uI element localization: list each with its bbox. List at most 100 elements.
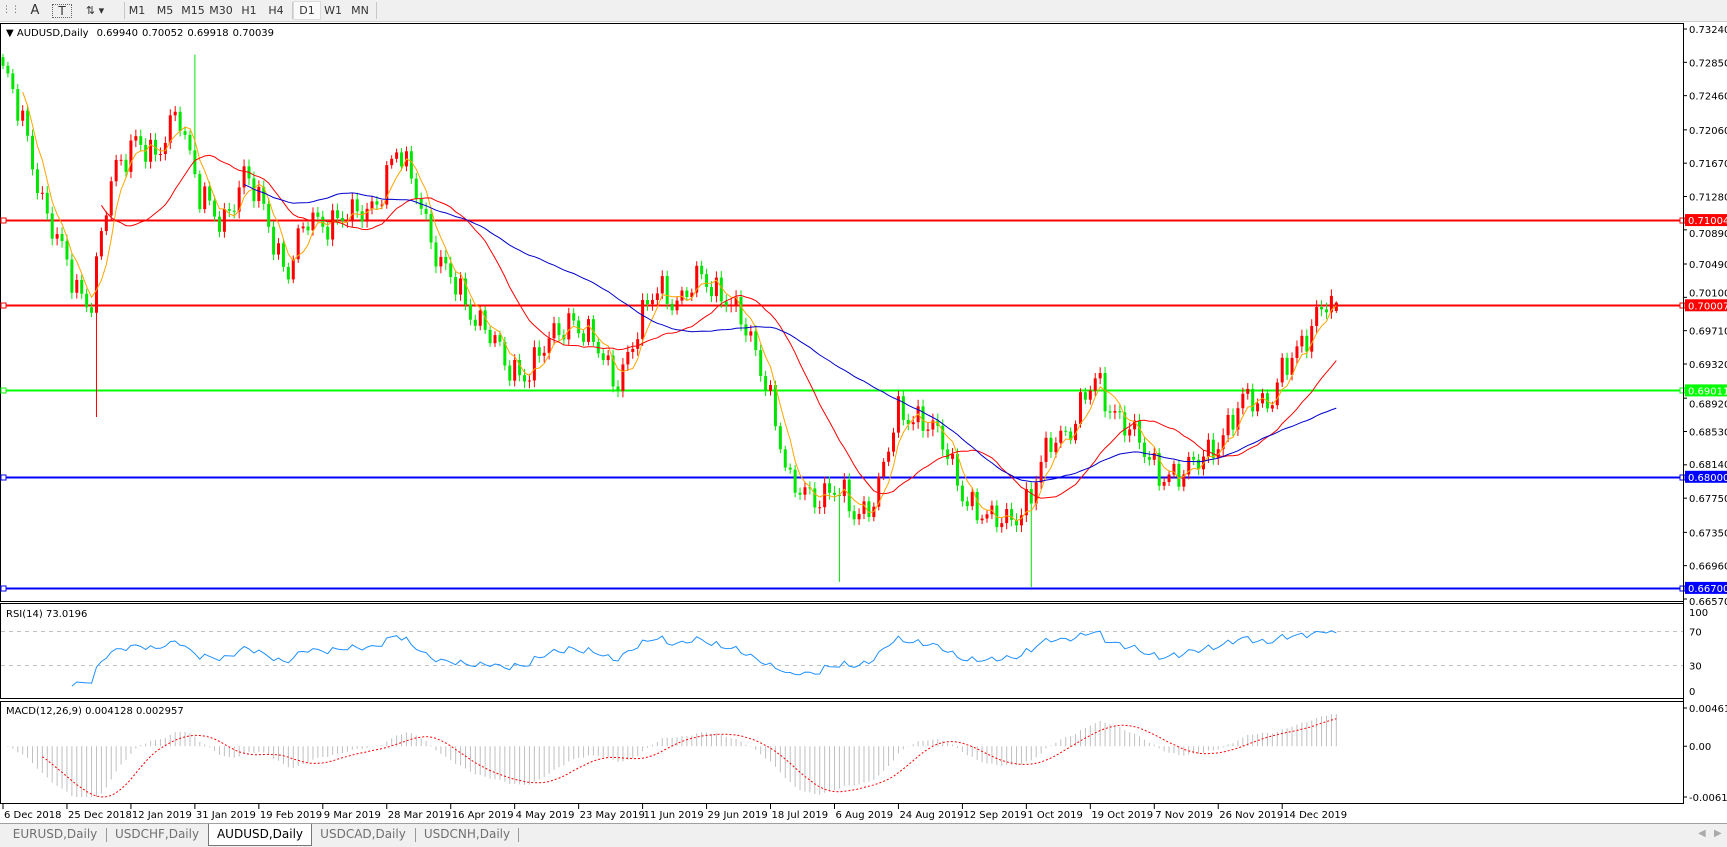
candle-body — [1000, 523, 1004, 528]
candle-body — [537, 347, 541, 356]
candle — [1280, 353, 1284, 388]
timeframe-m30[interactable]: M30 — [209, 4, 233, 17]
candle-body — [798, 492, 802, 495]
candle — [439, 250, 443, 274]
price-line-label-bg — [1685, 470, 1727, 483]
candle — [85, 288, 89, 313]
candle-body — [803, 487, 807, 495]
candle-body — [527, 380, 531, 382]
candle-body — [134, 136, 138, 141]
candle — [823, 476, 827, 514]
candle — [724, 294, 728, 313]
candle — [813, 482, 817, 514]
tab-usdcnh[interactable]: USDCNH,Daily — [423, 827, 511, 841]
candle — [1044, 431, 1048, 469]
timeframe-m1[interactable]: M1 — [128, 4, 146, 17]
candle-body — [1310, 325, 1314, 352]
candle-body — [350, 199, 354, 221]
candle-body — [567, 313, 571, 340]
candle-body — [572, 313, 576, 321]
candle-body — [409, 151, 413, 179]
grid-icon[interactable]: ⋮⋮ — [2, 5, 20, 15]
candle-body — [1211, 439, 1215, 459]
tab-usdchf[interactable]: USDCHF,Daily — [114, 827, 200, 841]
candle — [759, 344, 763, 382]
candle — [198, 170, 202, 213]
candle-body — [926, 429, 930, 431]
rsi-pane — [0, 603, 1684, 699]
candle-body — [380, 204, 384, 206]
date-tick-label: 12 Jan 2019 — [132, 810, 192, 821]
candle — [960, 480, 964, 507]
timeframe-h1[interactable]: H1 — [241, 4, 257, 17]
price-tick-label: 0.71670 — [1689, 159, 1727, 170]
candle — [1270, 401, 1274, 413]
price-tick-label: 0.67750 — [1689, 494, 1727, 505]
candle — [985, 509, 989, 523]
candle — [793, 464, 797, 498]
candle-body — [882, 461, 886, 477]
candle-body — [1064, 430, 1068, 432]
candle — [109, 176, 113, 220]
candle-body — [1275, 382, 1279, 406]
candle — [134, 129, 138, 148]
candle — [1049, 431, 1053, 459]
main-pane — [0, 23, 1684, 602]
candle-body — [631, 348, 635, 352]
high-value: 0.70052 — [142, 28, 183, 39]
candle — [286, 262, 290, 284]
candle — [208, 181, 212, 206]
candle-body — [1270, 405, 1274, 409]
candle-body — [390, 158, 394, 166]
candle — [40, 186, 44, 200]
tab-eurusd[interactable]: EURUSD,Daily — [12, 827, 98, 841]
candle-body — [252, 178, 256, 202]
tab-audusd[interactable]: AUDUSD,Daily — [208, 824, 312, 846]
text-label-icon[interactable]: T — [52, 4, 72, 18]
timeframe-mn[interactable]: MN — [351, 4, 369, 17]
candle-body — [955, 453, 959, 486]
candle — [1310, 319, 1314, 359]
candle-body — [291, 259, 295, 280]
candle — [1315, 300, 1319, 333]
candle-body — [262, 186, 266, 204]
timeframe-w1[interactable]: W1 — [324, 4, 342, 17]
candle — [577, 316, 581, 338]
date-tick-label: 6 Dec 2018 — [4, 810, 62, 821]
candle-body — [813, 488, 817, 508]
arrows-icon[interactable]: ⇅ ▾ — [85, 4, 105, 17]
candle — [1074, 420, 1078, 444]
candle — [1231, 408, 1235, 437]
scroll-right-icon[interactable]: ▶ — [1714, 828, 1722, 839]
candle-body — [11, 73, 15, 90]
timeframe-m5[interactable]: M5 — [156, 4, 174, 17]
timeframe-d1[interactable]: D1 — [293, 1, 321, 20]
candle-body — [232, 210, 236, 212]
candle-body — [832, 492, 836, 495]
candle-body — [1152, 453, 1156, 460]
candle — [316, 206, 320, 223]
candle-body — [675, 300, 679, 311]
candle-body — [1177, 463, 1181, 487]
candle-body — [1039, 461, 1043, 483]
candle-body — [424, 208, 428, 214]
candle-body — [414, 178, 418, 199]
candle — [296, 224, 300, 263]
candle-body — [552, 323, 556, 339]
candle — [227, 202, 231, 218]
tab-separator — [106, 828, 107, 842]
candle — [680, 286, 684, 305]
date-tick-label: 24 Aug 2019 — [899, 810, 963, 821]
candle — [434, 235, 438, 274]
candle — [685, 287, 689, 301]
line-handle — [0, 217, 7, 224]
candle-body — [729, 305, 733, 307]
timeframe-m15[interactable]: M15 — [181, 4, 205, 17]
tab-usdcad[interactable]: USDCAD,Daily — [320, 827, 406, 841]
scroll-left-icon[interactable]: ◀ — [1698, 828, 1706, 839]
text-icon[interactable]: A — [30, 3, 40, 18]
candle-body — [1019, 515, 1023, 526]
timeframe-h4[interactable]: H4 — [268, 4, 284, 17]
candle-body — [1231, 414, 1235, 430]
chart-window[interactable]: 100 70 30 0 0.004616 0.00 -0.006126 0.73240 0.… — [0, 22, 1727, 823]
